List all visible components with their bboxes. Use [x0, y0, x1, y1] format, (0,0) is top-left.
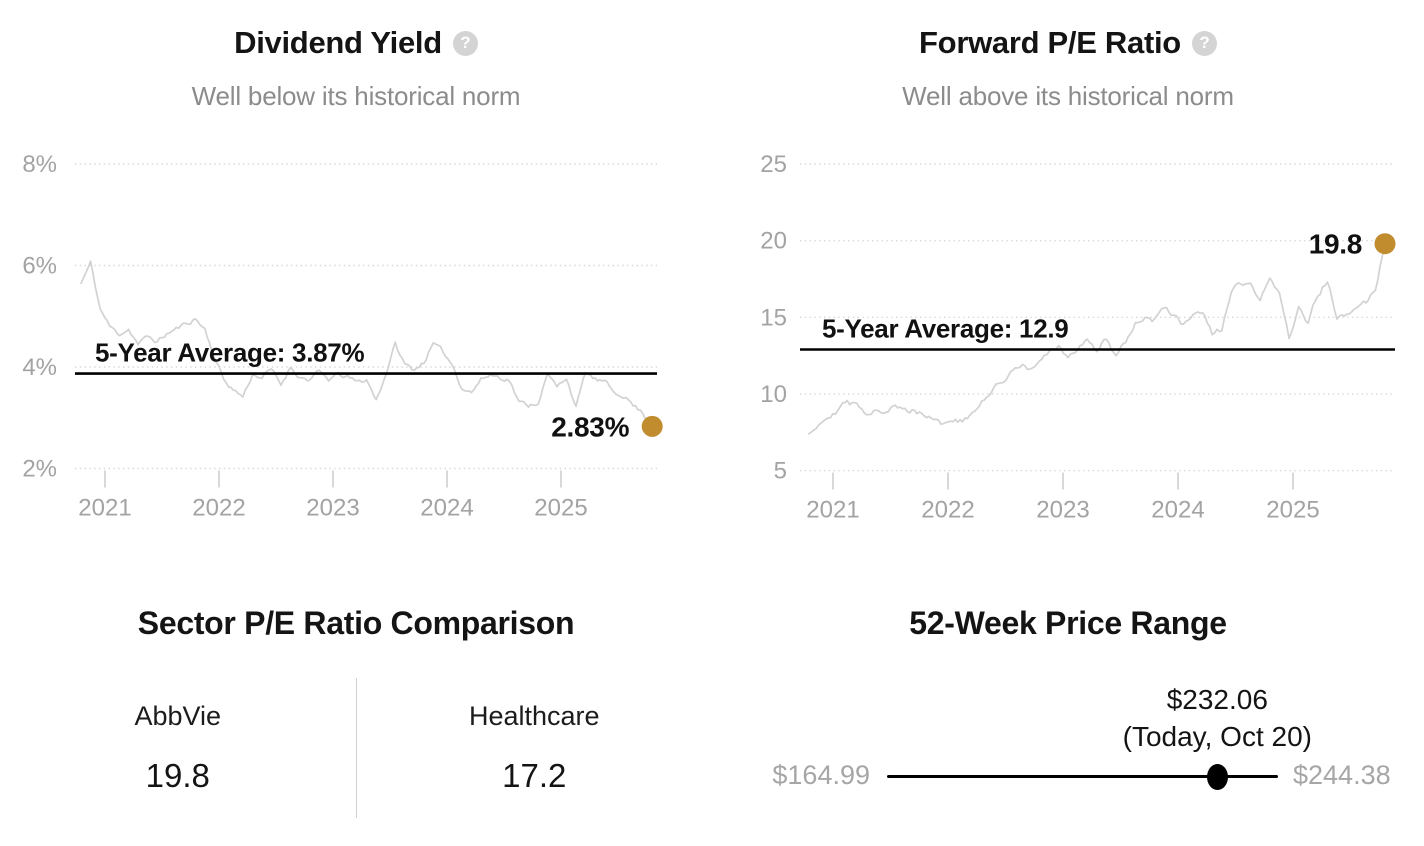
range-current-dot	[1206, 764, 1228, 790]
y-axis-label: 4%	[22, 354, 57, 381]
question-mark-glyph: ?	[460, 33, 471, 52]
average-label: 5-Year Average: 3.87%	[95, 338, 364, 368]
y-axis-label: 10	[760, 381, 787, 408]
range-max-label: $244.38	[1293, 760, 1391, 790]
range-min-label: $164.99	[772, 760, 870, 790]
sector-pe-comparison-panel: Sector P/E Ratio Comparison AbbVie 19.8 …	[0, 560, 712, 846]
forward-pe-chart: 25 20 15 10 5 2021 2022 2023 2024 2025 5-Year Aver…	[760, 151, 1396, 524]
forward-pe-title: Forward P/E Ratio ?	[712, 24, 1424, 62]
healthcare-pe-value: 17.2	[502, 757, 567, 794]
abbvie-label: AbbVie	[134, 701, 222, 731]
current-value-label: 19.8	[1309, 229, 1362, 260]
forward-pe-subtitle: Well above its historical norm	[902, 81, 1234, 111]
x-axis-label: 2023	[1036, 497, 1089, 524]
x-axis-label: 2025	[1266, 497, 1319, 524]
x-axis-label: 2021	[806, 497, 859, 524]
y-axis-label: 8%	[22, 151, 57, 178]
dividend-yield-subtitle: Well below its historical norm	[191, 81, 521, 111]
price-range-title: 52-Week Price Range	[909, 605, 1227, 641]
dividend-yield-chart: 8% 6% 4% 2% 2021 2022 2023 2024 2025 5-Year Avera…	[22, 151, 663, 522]
abbvie-pe-value: 19.8	[145, 757, 210, 794]
x-axis-label: 2024	[420, 495, 473, 522]
chart-title-text: Dividend Yield	[234, 25, 442, 60]
comparison-row: AbbVie 19.8 Healthcare 17.2	[0, 678, 712, 820]
dividend-yield-panel: Dividend Yield ? Well below its historic…	[0, 0, 712, 560]
current-value-dot	[641, 415, 663, 437]
x-axis-label: 2022	[921, 497, 974, 524]
y-axis-label: 20	[760, 228, 787, 255]
current-price-label: $232.06	[1166, 684, 1268, 715]
dividend-yield-title: Dividend Yield ?	[0, 24, 712, 62]
y-axis-label: 25	[760, 151, 787, 178]
x-axis-label: 2025	[534, 495, 587, 522]
forward-pe-panel: Forward P/E Ratio ? Well above its histo…	[712, 0, 1424, 560]
x-axis-label: 2024	[1151, 497, 1204, 524]
current-price-note: (Today, Oct 20)	[1122, 721, 1312, 752]
y-axis-label: 15	[760, 304, 787, 331]
y-axis-label: 6%	[22, 253, 57, 280]
healthcare-label: Healthcare	[468, 701, 600, 731]
healthcare-column: Healthcare 17.2	[357, 678, 713, 820]
y-axis-label: 2%	[22, 456, 57, 483]
abbvie-column: AbbVie 19.8	[0, 678, 356, 820]
average-label: 5-Year Average: 12.9	[822, 313, 1068, 343]
current-price-block: $232.06 (Today, Oct 20)	[1007, 682, 1424, 755]
current-value-label: 2.83%	[551, 411, 629, 442]
series-line	[807, 242, 1386, 435]
y-axis-label: 5	[774, 458, 787, 485]
question-mark-glyph: ?	[1199, 33, 1210, 52]
price-range-panel: 52-Week Price Range $232.06 (Today, Oct …	[712, 560, 1424, 846]
series-line	[80, 260, 654, 428]
x-axis-label: 2022	[192, 495, 245, 522]
sector-comparison-title: Sector P/E Ratio Comparison	[137, 605, 575, 641]
x-axis-label: 2023	[306, 495, 359, 522]
help-icon[interactable]: ?	[1191, 30, 1217, 56]
chart-title-text: Forward P/E Ratio	[919, 25, 1181, 60]
x-axis-label: 2021	[78, 495, 131, 522]
help-icon[interactable]: ?	[452, 30, 478, 56]
current-value-dot	[1374, 233, 1396, 255]
range-track-line	[887, 775, 1278, 778]
vertical-divider	[355, 678, 357, 818]
